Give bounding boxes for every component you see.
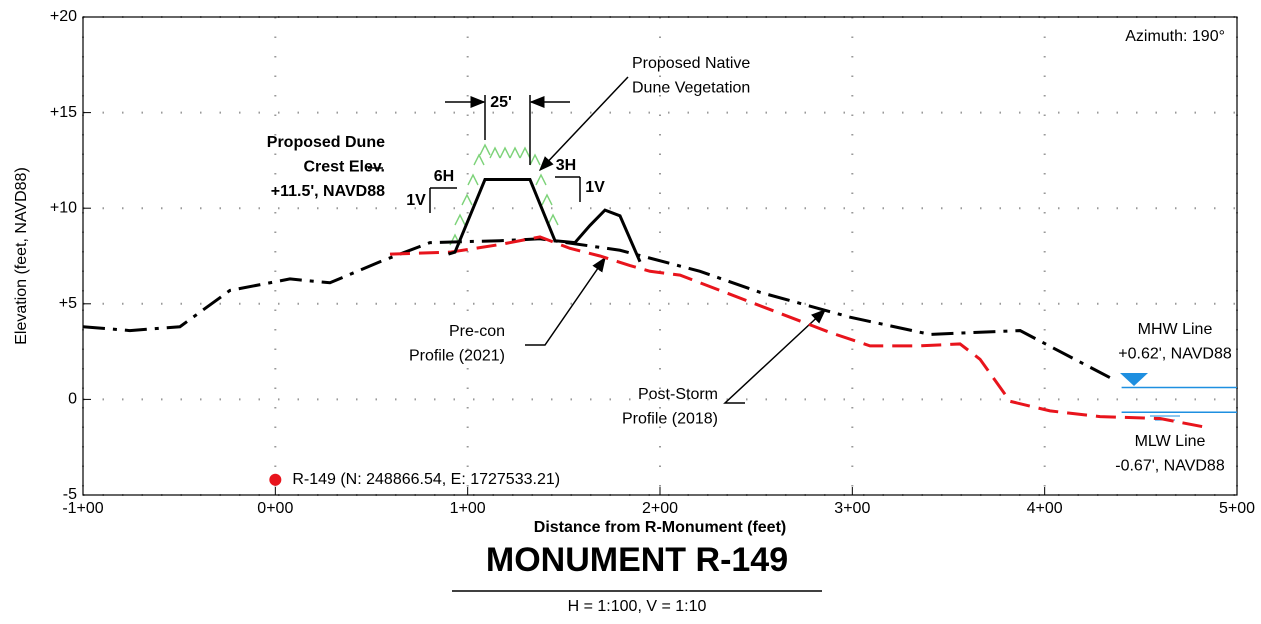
annotation: Crest Elev. <box>303 159 385 176</box>
y-tick-label: +20 <box>50 8 77 25</box>
annotation: Post-Storm <box>638 386 718 403</box>
x-tick-label: 3+00 <box>834 500 870 517</box>
annotation: Dune Vegetation <box>632 80 750 97</box>
y-tick-label: +5 <box>59 295 77 312</box>
monument-marker <box>269 473 282 486</box>
annotation: 6H <box>434 168 454 185</box>
y-tick-label: -5 <box>63 486 77 503</box>
y-tick-label: +15 <box>50 104 77 121</box>
annotation: -0.67', NAVD88 <box>1115 458 1225 475</box>
chart-subtitle: H = 1:100, V = 1:10 <box>568 598 707 615</box>
annotation: MLW Line <box>1135 433 1206 450</box>
y-tick-label: +10 <box>50 199 77 216</box>
x-tick-label: 2+00 <box>642 500 678 517</box>
vegetation <box>449 143 559 246</box>
annotation: Profile (2018) <box>622 411 718 428</box>
annotation: Pre-con <box>449 323 505 340</box>
x-axis-label: Distance from R-Monument (feet) <box>534 519 786 536</box>
series-line <box>389 235 1211 430</box>
annotation: 1V <box>585 179 605 196</box>
chart-title: MONUMENT R-149 <box>486 541 788 579</box>
x-tick-label: 5+00 <box>1219 500 1255 517</box>
series-line <box>448 178 642 263</box>
leaders <box>368 76 1180 421</box>
annotation: Azimuth: 190° <box>1125 28 1225 45</box>
annotation: +0.62', NAVD88 <box>1118 346 1232 363</box>
annotation: Profile (2021) <box>409 348 505 365</box>
x-tick-label: 0+00 <box>257 500 293 517</box>
annotation: +11.5', NAVD88 <box>271 183 385 200</box>
x-tick-label: 1+00 <box>450 500 486 517</box>
monument-label: R-149 (N: 248866.54, E: 1727533.21) <box>292 471 560 488</box>
annotation: 25' <box>490 94 512 111</box>
y-axis-label: Elevation (feet, NAVD88) <box>13 167 30 345</box>
annotation: 1V <box>406 192 426 209</box>
annotation: Proposed Dune <box>267 134 385 151</box>
annotation: Proposed Native <box>632 55 750 72</box>
x-tick-label: -1+00 <box>62 500 103 517</box>
y-tick-label: 0 <box>68 391 77 408</box>
series-line <box>82 237 1116 382</box>
annotation: 3H <box>556 157 576 174</box>
annotation: MHW Line <box>1138 321 1213 338</box>
x-tick-label: 4+00 <box>1027 500 1063 517</box>
